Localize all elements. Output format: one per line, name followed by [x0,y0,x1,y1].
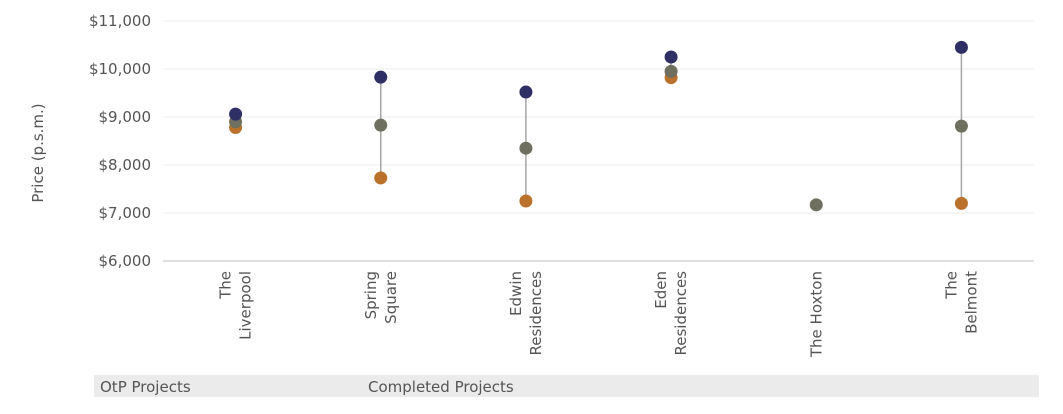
category-label: Eden [652,271,670,309]
category-label: The Hoxton [807,271,825,358]
category-label: Belmont [962,271,980,334]
point-high [374,70,388,84]
y-tick-label: $11,000 [89,12,151,30]
gridlines [163,20,1034,262]
point-average [519,141,533,155]
y-tick-label: $6,000 [99,252,152,270]
point-average [374,118,388,132]
chart: $6,000 $7,000 $8,000 $9,000 $10,000 $11,000 T… [29,12,1034,358]
point-low [519,194,533,208]
point-average [954,119,968,133]
y-axis-ticks: $6,000 $7,000 $8,000 $9,000 $10,000 $11,000 [89,12,151,270]
category-label: The [942,271,960,300]
category-label: Residences [527,271,545,356]
y-tick-label: $9,000 [99,108,152,126]
point-low [374,171,388,185]
y-axis-title: Price (p.s.m.) [29,103,47,202]
category-label: Edwin [507,271,525,316]
data-points [229,40,968,212]
category-label: Spring [362,271,380,319]
project-status-bar: OtP Projects Completed Projects [94,375,1039,397]
y-tick-label: $8,000 [99,156,152,174]
y-tick-label: $10,000 [89,60,151,78]
category-label: Residences [672,271,690,356]
y-tick-label: $7,000 [99,204,152,222]
range-lines [234,47,963,204]
point-high [664,50,678,64]
completed-projects-label: Completed Projects [368,378,514,396]
category-label: Square [382,271,400,324]
point-average [809,198,823,212]
point-high [954,40,968,54]
x-axis-categories: The Liverpool Spring Square Edwin Residences E… [217,271,981,358]
category-label: Liverpool [237,271,255,340]
point-high [229,107,243,121]
point-high [519,85,533,99]
category-label: The [217,271,235,300]
point-average [664,64,678,78]
otp-projects-label: OtP Projects [100,378,191,396]
point-low [954,196,968,210]
